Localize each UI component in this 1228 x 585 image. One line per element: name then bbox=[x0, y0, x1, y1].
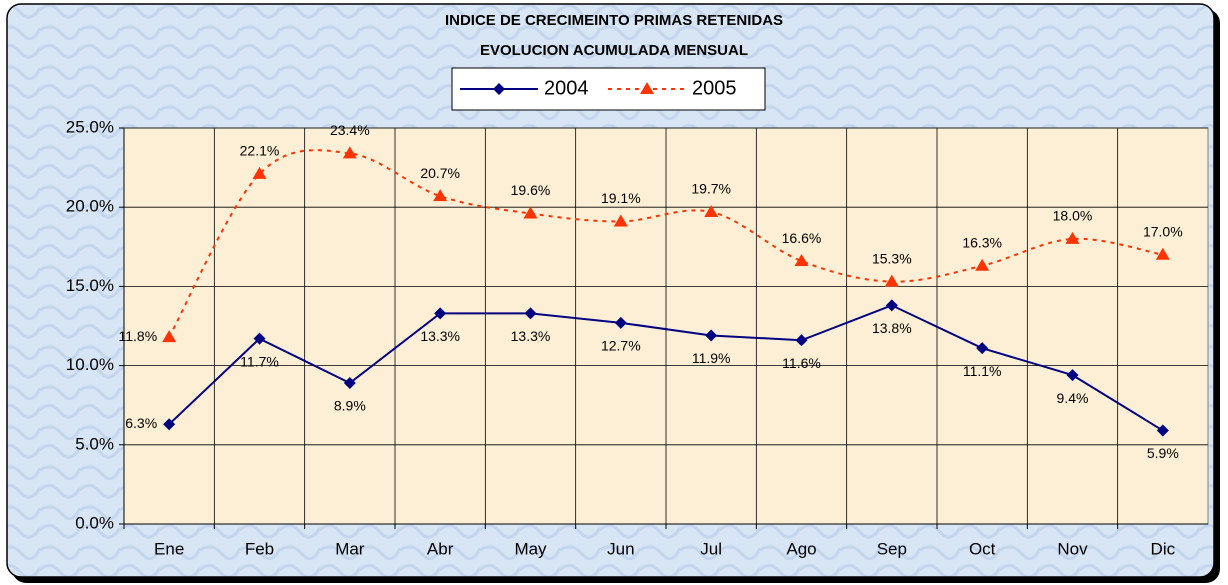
x-tick-label: Mar bbox=[335, 539, 365, 558]
data-label: 12.7% bbox=[601, 338, 641, 354]
marker bbox=[975, 258, 990, 271]
data-label: 9.4% bbox=[1057, 390, 1089, 406]
marker bbox=[524, 307, 537, 320]
data-label: 6.3% bbox=[125, 415, 157, 431]
series-line bbox=[168, 304, 1164, 432]
data-label: 8.9% bbox=[334, 398, 366, 414]
x-tick-label: Oct bbox=[969, 539, 996, 558]
data-label: 13.8% bbox=[872, 320, 912, 336]
x-tick-label: Nov bbox=[1057, 539, 1088, 558]
y-tick-label: 15.0% bbox=[66, 276, 114, 295]
marker bbox=[976, 342, 989, 355]
data-label: 19.1% bbox=[601, 190, 641, 206]
data-label: 5.9% bbox=[1147, 445, 1179, 461]
marker bbox=[253, 332, 266, 345]
marker bbox=[1156, 424, 1169, 437]
x-tick-label: Ene bbox=[154, 539, 184, 558]
marker bbox=[885, 299, 898, 312]
data-label: 11.7% bbox=[240, 353, 279, 369]
x-tick-label: Jun bbox=[607, 539, 634, 558]
data-label: 13.3% bbox=[420, 328, 460, 344]
data-label: 11.9% bbox=[692, 350, 731, 366]
data-label: 15.3% bbox=[872, 250, 912, 266]
marker bbox=[613, 214, 628, 227]
data-label: 19.7% bbox=[691, 181, 731, 197]
x-tick-label: Jul bbox=[700, 539, 722, 558]
x-tick-label: Sep bbox=[877, 539, 907, 558]
x-tick-label: Abr bbox=[427, 539, 454, 558]
y-tick-label: 20.0% bbox=[66, 197, 114, 216]
marker bbox=[523, 206, 538, 219]
x-tick-label: Ago bbox=[786, 539, 816, 558]
y-tick-label: 10.0% bbox=[66, 355, 114, 374]
data-label: 23.4% bbox=[330, 122, 370, 138]
data-label: 18.0% bbox=[1053, 208, 1093, 224]
data-label: 19.6% bbox=[511, 182, 551, 198]
marker bbox=[343, 377, 356, 390]
marker bbox=[342, 146, 357, 159]
y-tick-label: 0.0% bbox=[75, 513, 114, 532]
marker bbox=[794, 254, 809, 267]
data-label: 11.8% bbox=[118, 328, 157, 344]
marker bbox=[252, 166, 267, 179]
marker bbox=[162, 330, 177, 343]
chart-subtitle: EVOLUCION ACUMULADA MENSUAL bbox=[480, 42, 748, 59]
marker bbox=[1066, 369, 1079, 382]
data-label: 22.1% bbox=[240, 143, 280, 159]
y-tick-label: 25.0% bbox=[66, 117, 114, 136]
chart-title: INDICE DE CRECIMEINTO PRIMAS RETENIDAS bbox=[445, 12, 783, 29]
marker bbox=[1155, 247, 1170, 260]
data-label: 17.0% bbox=[1143, 223, 1183, 239]
x-tick-label: May bbox=[514, 539, 547, 558]
marker bbox=[705, 329, 718, 342]
x-tick-label: Feb bbox=[245, 539, 274, 558]
marker bbox=[163, 418, 176, 431]
marker bbox=[1065, 231, 1080, 244]
legend-label: 2004 bbox=[544, 77, 589, 99]
marker bbox=[434, 307, 447, 320]
marker bbox=[640, 82, 654, 94]
data-label: 16.6% bbox=[782, 230, 822, 246]
x-tick-label: Dic bbox=[1151, 539, 1176, 558]
marker bbox=[884, 274, 899, 287]
data-label: 13.3% bbox=[511, 328, 551, 344]
marker bbox=[795, 334, 808, 347]
marker bbox=[704, 204, 719, 217]
marker bbox=[493, 83, 505, 95]
data-label: 11.1% bbox=[963, 363, 1002, 379]
data-label: 11.6% bbox=[782, 355, 821, 371]
marker bbox=[614, 316, 627, 329]
data-label: 16.3% bbox=[962, 235, 1002, 251]
data-label: 20.7% bbox=[420, 165, 460, 181]
y-tick-label: 5.0% bbox=[75, 434, 114, 453]
legend-label: 2005 bbox=[692, 77, 737, 99]
marker bbox=[433, 189, 448, 202]
